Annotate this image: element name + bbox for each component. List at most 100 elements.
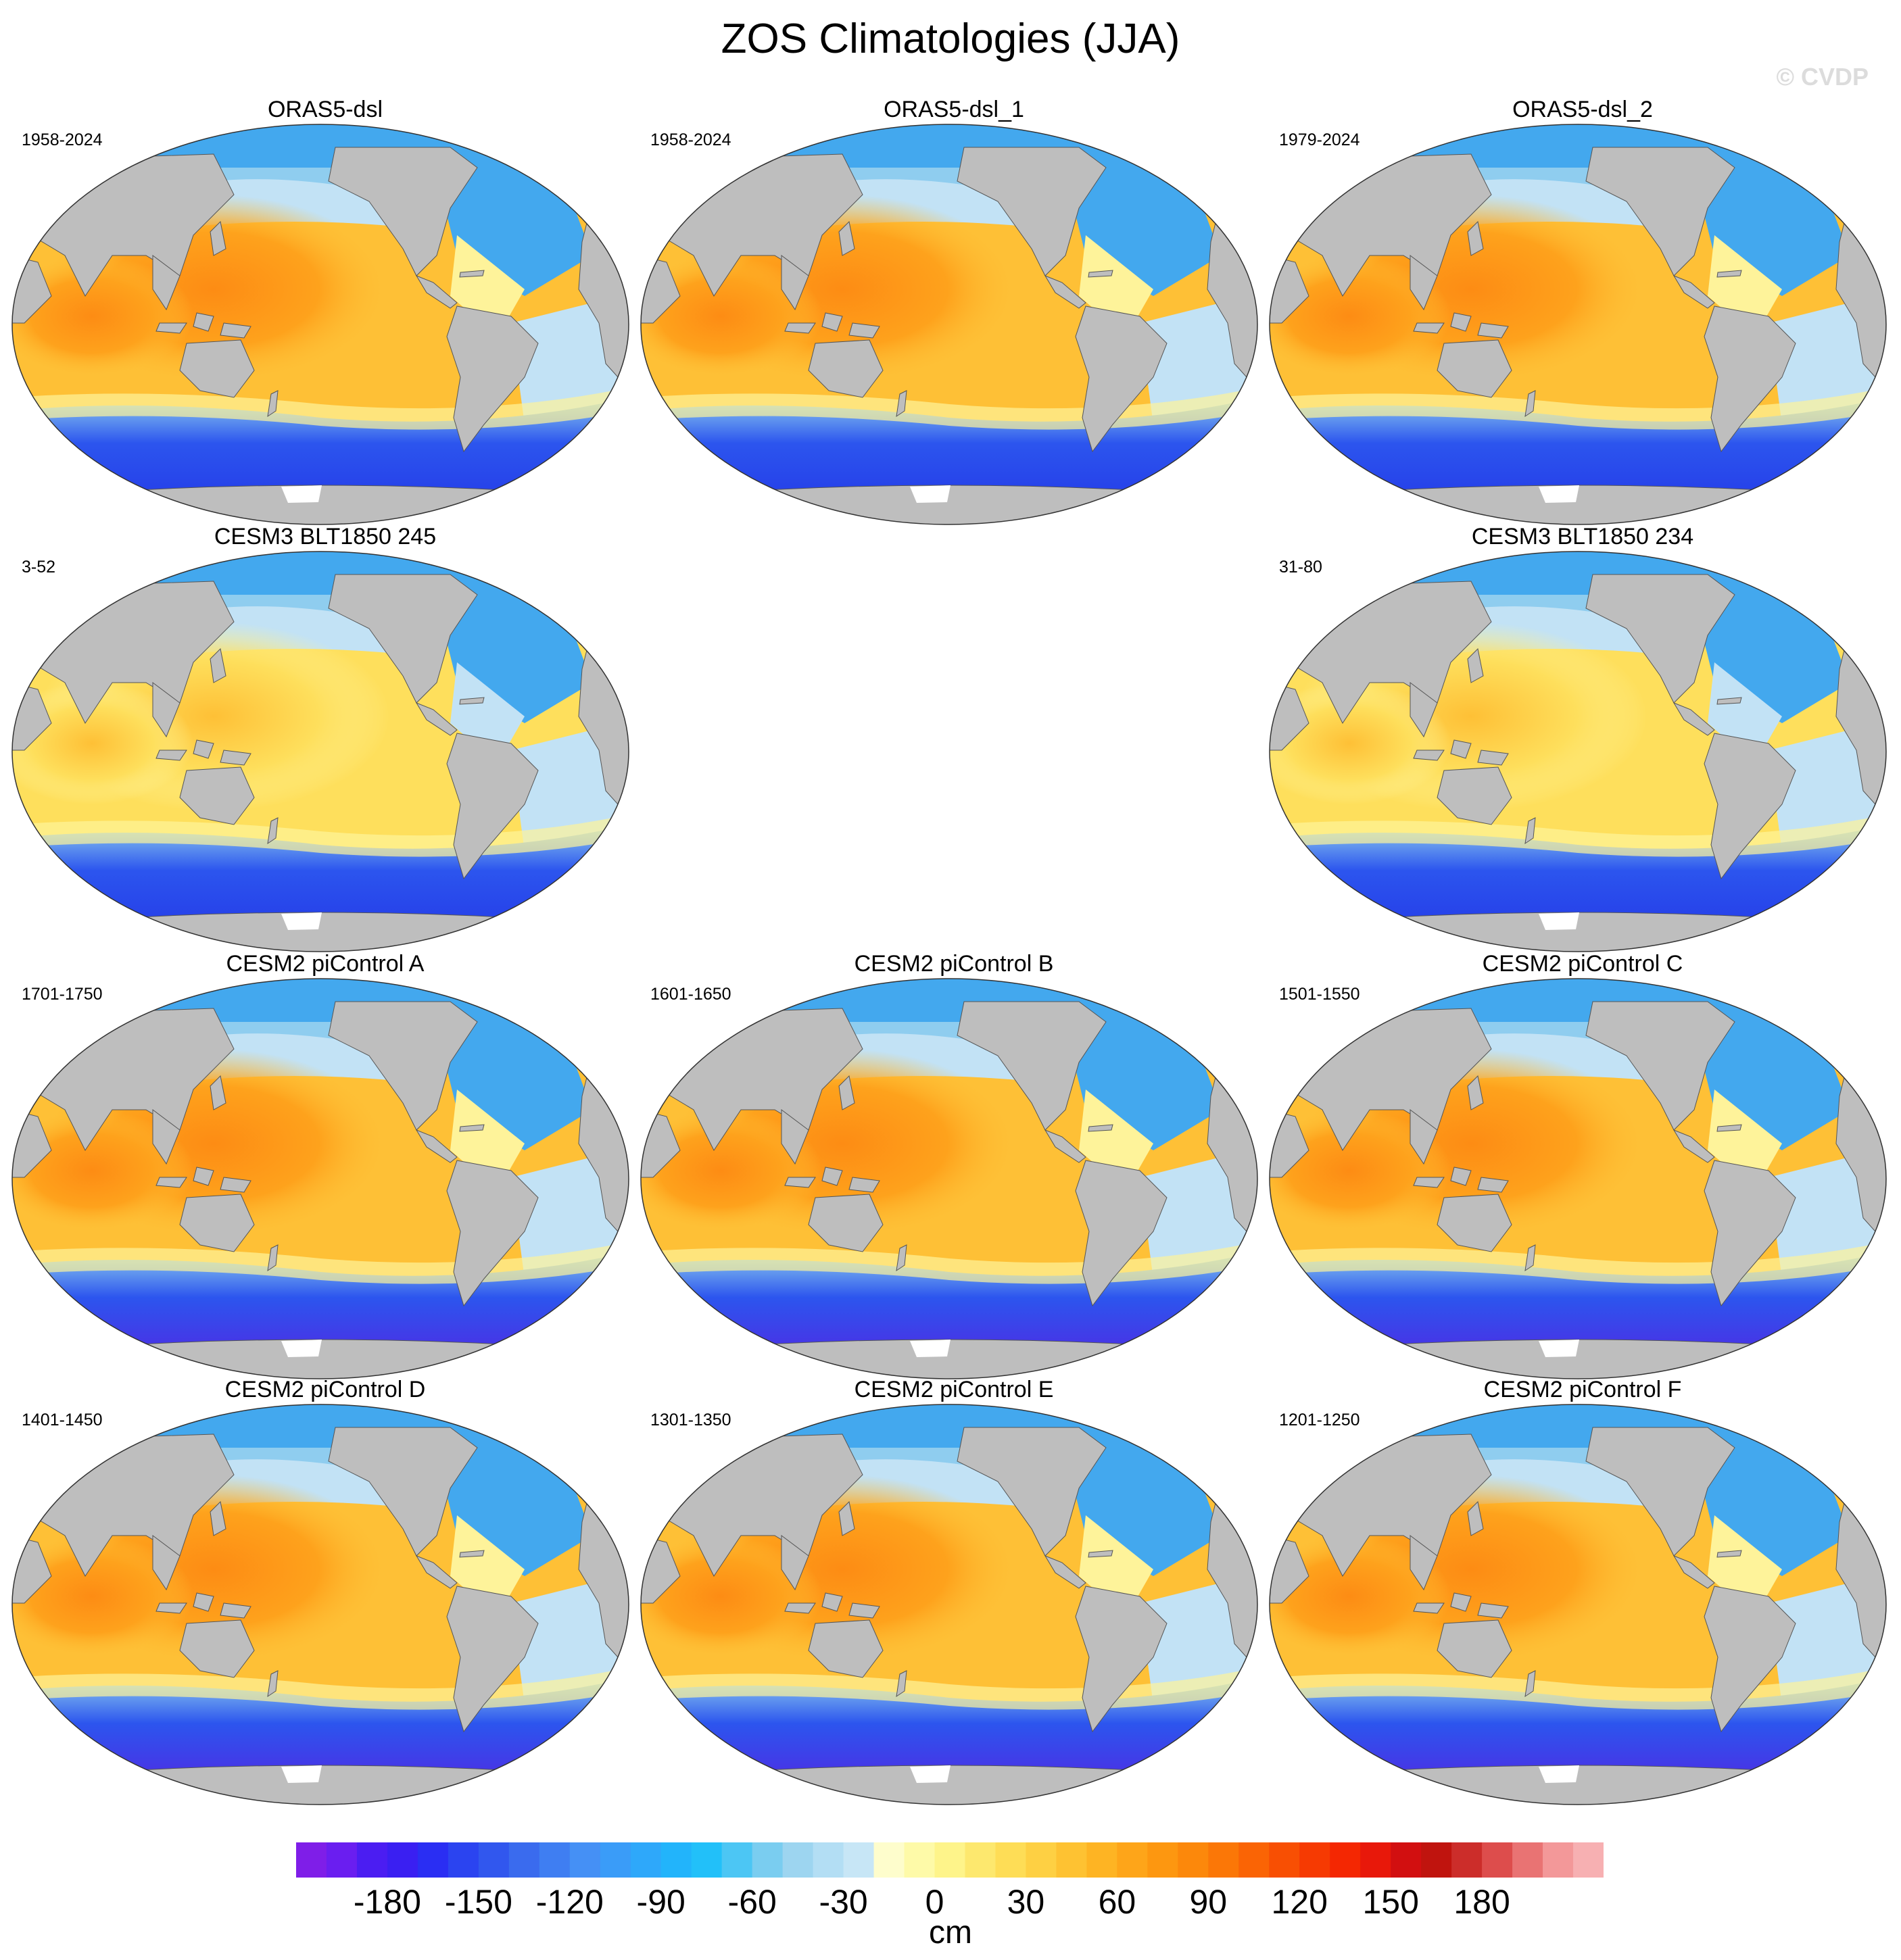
world-map bbox=[1269, 978, 1887, 1379]
colorbar-box bbox=[569, 1842, 601, 1878]
figure-title: ZOS Climatologies (JJA) bbox=[721, 16, 1180, 62]
colorbar-box bbox=[1512, 1842, 1543, 1878]
panel-period: 1301-1350 bbox=[650, 1411, 731, 1429]
panel-title: CESM2 piControl D bbox=[224, 1377, 426, 1402]
world-map bbox=[1269, 551, 1887, 952]
colorbar-box bbox=[782, 1842, 814, 1878]
colorbar-box bbox=[1178, 1842, 1209, 1878]
map-panel: CESM2 piControl E 1301-1350 bbox=[640, 1375, 1268, 1807]
colorbar-box bbox=[1391, 1842, 1422, 1878]
colorbar-box bbox=[660, 1842, 692, 1878]
panel-title: ORAS5-dsl_2 bbox=[1512, 97, 1653, 122]
colorbar-box bbox=[296, 1842, 327, 1878]
map-panel: CESM2 piControl C 1501-1550 bbox=[1268, 949, 1897, 1381]
colorbar-tick-label: 0 bbox=[925, 1883, 944, 1921]
colorbar-units: cm bbox=[929, 1915, 972, 1951]
colorbar-box bbox=[1299, 1842, 1330, 1878]
panel-period: 31-80 bbox=[1279, 558, 1322, 577]
panel-title: ORAS5-dsl_1 bbox=[884, 97, 1024, 122]
colorbar bbox=[296, 1842, 1604, 1878]
colorbar-box bbox=[1238, 1842, 1270, 1878]
colorbar-box bbox=[508, 1842, 540, 1878]
panel-period: 1501-1550 bbox=[1279, 985, 1360, 1004]
panel-period: 1601-1650 bbox=[650, 985, 731, 1004]
colorbar-box bbox=[417, 1842, 449, 1878]
colorbar-box bbox=[1482, 1842, 1513, 1878]
map-panel: ORAS5-dsl_2 1979-2024 bbox=[1268, 95, 1897, 527]
panel-period: 1701-1750 bbox=[22, 985, 103, 1004]
colorbar-box bbox=[1208, 1842, 1239, 1878]
colorbar-tick-label: -60 bbox=[727, 1883, 777, 1921]
colorbar-box bbox=[1147, 1842, 1178, 1878]
colorbar-box bbox=[600, 1842, 631, 1878]
colorbar-box bbox=[1543, 1842, 1574, 1878]
map-panel: CESM2 piControl A 1701-1750 bbox=[11, 949, 640, 1381]
colorbar-tick-label: -180 bbox=[353, 1883, 421, 1921]
colorbar-tick-label: 150 bbox=[1362, 1883, 1419, 1921]
colorbar-tick-label: 180 bbox=[1453, 1883, 1510, 1921]
colorbar-tick-label: 90 bbox=[1189, 1883, 1228, 1921]
colorbar-box bbox=[904, 1842, 936, 1878]
panel-period: 1958-2024 bbox=[650, 130, 731, 149]
map-panel: CESM2 piControl B 1601-1650 bbox=[640, 949, 1268, 1381]
colorbar-box bbox=[387, 1842, 418, 1878]
colorbar-box bbox=[1056, 1842, 1087, 1878]
map-panel: ORAS5-dsl 1958-2024 bbox=[11, 95, 640, 527]
world-map bbox=[640, 1404, 1258, 1805]
colorbar-box bbox=[1117, 1842, 1148, 1878]
panel-period: 1979-2024 bbox=[1279, 130, 1360, 149]
colorbar-box bbox=[965, 1842, 996, 1878]
colorbar-tick-label: 120 bbox=[1271, 1883, 1328, 1921]
world-map bbox=[11, 1404, 629, 1805]
panel-title: CESM2 piControl F bbox=[1483, 1377, 1682, 1402]
colorbar-tick-label: -30 bbox=[819, 1883, 868, 1921]
world-map bbox=[1269, 1404, 1887, 1805]
colorbar-tick-labels: -180 -150 -120 -90 -60 -30 0 30 60 90 120 150 180 bbox=[296, 1883, 1604, 1924]
colorbar-box bbox=[721, 1842, 753, 1878]
colorbar-box bbox=[448, 1842, 479, 1878]
colorbar-box bbox=[356, 1842, 388, 1878]
world-map bbox=[1269, 124, 1887, 525]
colorbar-tick-label: -90 bbox=[636, 1883, 685, 1921]
colorbar-tick-label: -120 bbox=[535, 1883, 604, 1921]
world-map bbox=[11, 978, 629, 1379]
map-panel: CESM2 piControl D 1401-1450 bbox=[11, 1375, 640, 1807]
colorbar-box bbox=[478, 1842, 510, 1878]
colorbar-box bbox=[630, 1842, 662, 1878]
colorbar-box bbox=[1360, 1842, 1391, 1878]
colorbar-box bbox=[1330, 1842, 1361, 1878]
watermark: © CVDP bbox=[1776, 63, 1869, 91]
world-map bbox=[11, 551, 629, 952]
panel-title: CESM2 piControl A bbox=[226, 951, 425, 977]
panel-title: CESM3 BLT1850 234 bbox=[1471, 524, 1694, 549]
colorbar-box bbox=[1269, 1842, 1300, 1878]
map-panel: ORAS5-dsl_1 1958-2024 bbox=[640, 95, 1268, 527]
colorbar-box bbox=[752, 1842, 784, 1878]
colorbar-box bbox=[843, 1842, 875, 1878]
panel-title: CESM3 BLT1850 245 bbox=[214, 524, 437, 549]
map-panel: CESM3 BLT1850 234 31-80 bbox=[1268, 522, 1897, 954]
colorbar-box bbox=[326, 1842, 358, 1878]
colorbar-box bbox=[873, 1842, 905, 1878]
panel-title: CESM2 piControl C bbox=[1482, 951, 1683, 977]
colorbar-box bbox=[1086, 1842, 1117, 1878]
world-map bbox=[11, 124, 629, 525]
panel-period: 3-52 bbox=[22, 558, 56, 577]
panel-title: ORAS5-dsl bbox=[267, 97, 383, 122]
colorbar-tick-label: -150 bbox=[444, 1883, 512, 1921]
panel-period: 1958-2024 bbox=[22, 130, 103, 149]
colorbar-box bbox=[1421, 1842, 1452, 1878]
colorbar-box bbox=[995, 1842, 1027, 1878]
map-panel: CESM2 piControl F 1201-1250 bbox=[1268, 1375, 1897, 1807]
panel-title: CESM2 piControl B bbox=[854, 951, 1054, 977]
world-map bbox=[640, 978, 1258, 1379]
colorbar-box bbox=[1573, 1842, 1604, 1878]
map-panel: CESM3 BLT1850 245 3-52 bbox=[11, 522, 640, 954]
colorbar-box bbox=[691, 1842, 723, 1878]
colorbar-tick-label: 60 bbox=[1098, 1883, 1136, 1921]
panel-period: 1201-1250 bbox=[1279, 1411, 1360, 1429]
colorbar-box bbox=[539, 1842, 571, 1878]
world-map bbox=[640, 124, 1258, 525]
colorbar-box bbox=[813, 1842, 844, 1878]
colorbar-box bbox=[1451, 1842, 1483, 1878]
